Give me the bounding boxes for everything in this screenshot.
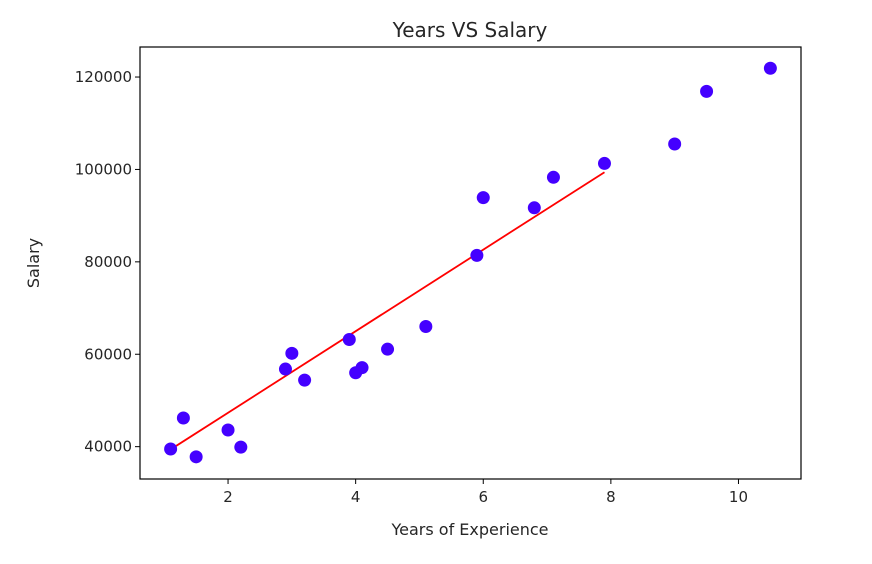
y-tick-label: 60000 — [84, 345, 132, 363]
x-tick-label: 4 — [351, 488, 361, 506]
x-tick-label: 6 — [478, 488, 488, 506]
x-tick-label: 2 — [223, 488, 233, 506]
y-tick-label: 100000 — [75, 160, 132, 178]
data-point — [546, 170, 560, 184]
data-point — [342, 332, 356, 346]
x-tick-label: 8 — [606, 488, 616, 506]
y-tick-label: 80000 — [84, 253, 132, 271]
data-point — [597, 156, 611, 170]
data-point — [234, 440, 248, 454]
data-point — [176, 411, 190, 425]
data-point — [470, 248, 484, 262]
plot-frame — [139, 46, 802, 480]
y-tick-label: 120000 — [75, 68, 132, 86]
data-point — [278, 362, 292, 376]
data-point — [189, 450, 203, 464]
data-point — [164, 442, 178, 456]
data-point — [527, 201, 541, 215]
y-axis: 40000 60000 80000 100000 120000 — [75, 68, 140, 456]
y-tick-label: 40000 — [84, 438, 132, 456]
data-point — [700, 84, 714, 98]
x-tick-label: 10 — [729, 488, 748, 506]
plot-area — [164, 61, 777, 464]
data-point — [668, 137, 682, 151]
chart-title: Years VS Salary — [392, 18, 548, 42]
y-axis-label: Salary — [24, 238, 43, 288]
data-point — [763, 61, 777, 75]
data-point — [355, 361, 369, 375]
data-point — [221, 423, 235, 437]
data-point — [298, 373, 312, 387]
data-point — [419, 320, 433, 334]
x-axis-label: Years of Experience — [390, 520, 548, 539]
data-point — [381, 342, 395, 356]
x-axis: 2 4 6 8 10 — [223, 479, 748, 506]
data-point — [285, 346, 299, 360]
regression-line — [170, 171, 605, 451]
data-point — [476, 191, 490, 205]
